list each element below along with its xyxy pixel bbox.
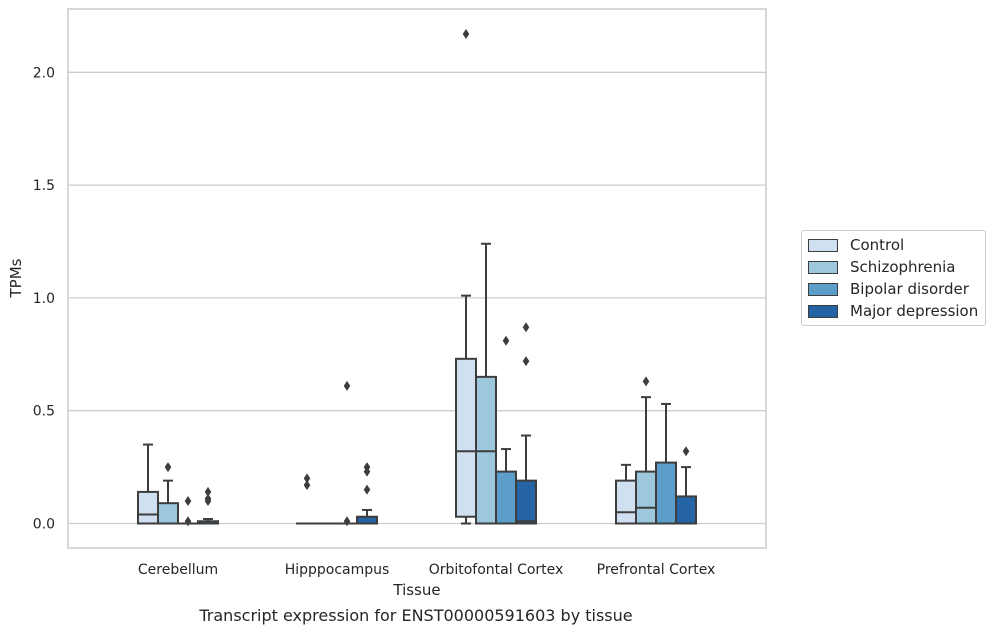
legend-swatch-schizophrenia xyxy=(808,260,838,274)
outlier-point xyxy=(682,446,690,457)
box-major-depression xyxy=(675,446,697,525)
outlier-point xyxy=(204,493,212,504)
legend-swatch-control xyxy=(808,238,838,252)
outlier-point xyxy=(642,376,650,387)
y-tick-label: 0.5 xyxy=(33,404,55,420)
box-schizophrenia xyxy=(157,462,179,525)
legend-label-schizophrenia: Schizophrenia xyxy=(850,258,956,276)
legend-item-schizophrenia: Schizophrenia xyxy=(808,257,955,277)
outlier-point xyxy=(522,322,530,333)
y-tick-label: 1.5 xyxy=(33,178,55,194)
grid-lines xyxy=(68,71,766,525)
box-major-depression xyxy=(515,322,537,525)
box-body xyxy=(635,470,657,525)
box-body xyxy=(515,479,537,525)
legend-item-major-depression: Major depression xyxy=(808,301,978,321)
legend-label-major-depression: Major depression xyxy=(850,302,979,320)
box-body xyxy=(137,490,159,525)
y-tick-label: 1.0 xyxy=(33,291,55,307)
outlier-point xyxy=(184,495,192,506)
outlier-point xyxy=(303,480,311,491)
outlier-point xyxy=(502,335,510,346)
box-bipolar-disorder xyxy=(495,335,517,525)
box-control xyxy=(455,28,477,525)
box-control xyxy=(296,473,318,525)
y-tick-label: 0.0 xyxy=(33,517,55,533)
box-control xyxy=(615,463,637,525)
box-body xyxy=(655,461,677,525)
outlier-point xyxy=(343,516,351,527)
box-body xyxy=(495,470,517,525)
box-body xyxy=(356,515,378,525)
box-body xyxy=(157,502,179,525)
plot-frame xyxy=(67,8,767,549)
outlier-point xyxy=(363,462,371,473)
box-major-depression xyxy=(197,486,219,525)
outlier-point xyxy=(184,516,192,527)
outlier-point xyxy=(363,484,371,495)
y-tick-label: 2.0 xyxy=(33,65,55,81)
outlier-point xyxy=(303,473,311,484)
legend-item-control: Control xyxy=(808,235,904,255)
box-body xyxy=(675,495,697,525)
outlier-point xyxy=(343,380,351,391)
outlier-point xyxy=(522,356,530,367)
x-axis-title: Tissue xyxy=(392,581,440,599)
legend-item-bipolar-disorder: Bipolar disorder xyxy=(808,279,969,299)
box-control xyxy=(137,443,159,525)
box-body xyxy=(475,375,497,525)
box-bipolar-disorder xyxy=(655,402,677,525)
x-tick-label: Prefrontal Cortex xyxy=(597,562,716,578)
x-tick-label: Cerebellum xyxy=(138,562,218,578)
legend-swatch-major-depression xyxy=(808,304,838,318)
boxes xyxy=(137,28,697,527)
box-body xyxy=(615,479,637,525)
outlier-point xyxy=(462,28,470,39)
x-tick-labels: Cerebellum Hipppocampus Orbitofontal Corte… xyxy=(138,562,715,578)
legend-label-bipolar-disorder: Bipolar disorder xyxy=(850,280,969,298)
y-axis-title: TPMs xyxy=(7,258,25,298)
legend-swatch-bipolar-disorder xyxy=(808,282,838,296)
outlier-point xyxy=(164,462,172,473)
box-body xyxy=(455,357,477,518)
x-tick-label: Hipppocampus xyxy=(285,562,390,578)
box-bipolar-disorder xyxy=(336,380,358,527)
box-major-depression xyxy=(356,462,378,525)
legend-label-control: Control xyxy=(850,236,905,254)
outlier-point xyxy=(204,486,212,497)
box-schizophrenia xyxy=(475,242,497,525)
figure-caption: Transcript expression for ENST0000059160… xyxy=(199,606,633,625)
box-bipolar-disorder xyxy=(177,495,199,527)
y-tick-labels: 0.0 0.5 1.0 1.5 2.0 xyxy=(33,65,55,532)
legend: Control Schizophrenia Bipolar disorder M… xyxy=(801,230,986,326)
box-schizophrenia xyxy=(635,376,657,525)
x-tick-label: Orbitofontal Cortex xyxy=(429,562,564,578)
